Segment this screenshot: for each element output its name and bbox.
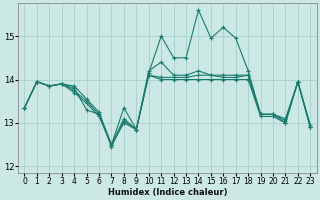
X-axis label: Humidex (Indice chaleur): Humidex (Indice chaleur): [108, 188, 227, 197]
